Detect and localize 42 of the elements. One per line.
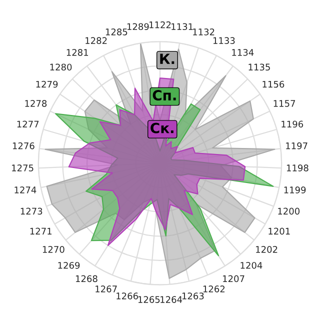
spoke-label: 1263 [182, 292, 204, 300]
spoke-label: 1281 [66, 49, 88, 56]
spoke-label: 1273 [20, 208, 42, 215]
spoke-label: 1202 [256, 246, 278, 253]
series-label: Ск. [150, 122, 174, 134]
spoke-label: 1132 [193, 28, 214, 36]
spoke-label: 1207 [223, 275, 244, 282]
spoke-label: 1282 [86, 37, 107, 44]
spoke-label: 1197 [286, 142, 308, 150]
spoke-label: 1271 [30, 228, 52, 234]
spoke-label: 1122 [150, 21, 171, 28]
spoke-label: 1285 [106, 28, 128, 36]
spoke-label: 1196 [282, 120, 304, 128]
spoke-label: 1199 [284, 186, 306, 194]
spoke-label: 1268 [76, 275, 98, 282]
spoke-label: 1267 [96, 286, 117, 292]
spoke-label: 1280 [50, 64, 72, 71]
spoke-label: 1266 [116, 292, 138, 300]
spoke-label: 1135 [248, 64, 270, 71]
spoke-label: 1200 [278, 208, 300, 215]
spoke-label: 1262 [203, 286, 225, 292]
spoke-label: 1198 [286, 164, 308, 172]
series-label: К. [160, 54, 174, 64]
spoke-label: 1279 [36, 80, 58, 88]
spoke-label: 1269 [58, 262, 80, 269]
spoke-label: 1204 [240, 262, 262, 269]
spoke-label: 1157 [274, 100, 296, 107]
spoke-label: 1131 [172, 23, 193, 30]
series-label: Сп. [152, 90, 176, 101]
spoke-label: 1265 [138, 296, 160, 303]
spoke-label: 1201 [268, 228, 290, 235]
spoke-label: 1277 [17, 120, 39, 128]
spoke-label: 1133 [213, 37, 235, 44]
spoke-label: 1270 [42, 246, 64, 253]
spoke-label: 1134 [232, 49, 254, 56]
spoke-label: 1289 [127, 23, 149, 30]
spoke-label: 1274 [14, 186, 36, 194]
spoke-label: 1275 [12, 164, 34, 172]
spoke-label: 1278 [25, 100, 47, 107]
spoke-label: 1276 [12, 142, 34, 150]
spoke-label: 1156 [262, 80, 284, 88]
spoke-label: 1264 [160, 296, 182, 303]
